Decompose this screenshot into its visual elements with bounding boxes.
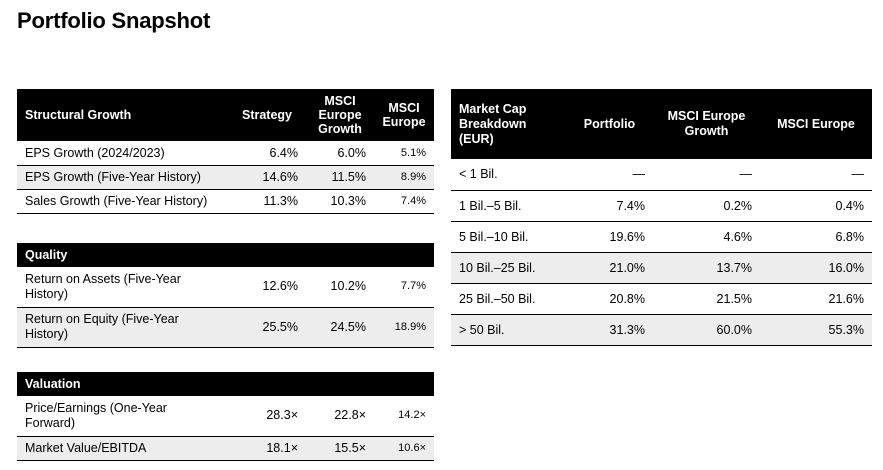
header-msci-europe: MSCI Europe: [374, 89, 434, 141]
header-msci-europe-growth: MSCI Europe Growth: [653, 89, 760, 159]
row-label: 10 Bil.–25 Bil.: [451, 252, 566, 284]
msci-europe-value: 0.4%: [760, 190, 872, 222]
strategy-value: 18.1×: [228, 436, 306, 461]
strategy-value: 12.6%: [228, 267, 306, 308]
msci-europe-value: —: [760, 159, 872, 191]
market-cap-table: Market Cap Breakdown (EUR) Portfolio MSC…: [451, 89, 872, 346]
msci-europe-growth-value: 15.5×: [306, 436, 374, 461]
table-row: < 1 Bil. — — —: [451, 159, 872, 191]
portfolio-value: 7.4%: [566, 190, 653, 222]
msci-europe-value: 18.9%: [374, 307, 434, 348]
msci-europe-growth-value: 60.0%: [653, 314, 760, 346]
row-label: EPS Growth (2024/2023): [17, 141, 228, 166]
header-strategy: Strategy: [228, 89, 306, 141]
row-label: > 50 Bil.: [451, 314, 566, 346]
table-header-row: Structural Growth Strategy MSCI Europe G…: [17, 89, 434, 141]
table-row: Return on Equity (Five-Year History) 25.…: [17, 307, 434, 348]
table-row: EPS Growth (2024/2023) 6.4% 6.0% 5.1%: [17, 141, 434, 166]
row-label: EPS Growth (Five-Year History): [17, 165, 228, 190]
table-row: Return on Assets (Five-Year History) 12.…: [17, 267, 434, 308]
table-row: Market Value/EBITDA 18.1× 15.5× 10.6×: [17, 436, 434, 461]
msci-europe-growth-value: 21.5%: [653, 283, 760, 315]
table-row: > 50 Bil. 31.3% 60.0% 55.3%: [451, 314, 872, 346]
portfolio-value: —: [566, 159, 653, 191]
table-row: 5 Bil.–10 Bil. 19.6% 4.6% 6.8%: [451, 221, 872, 253]
page-title: Portfolio Snapshot: [17, 8, 211, 33]
strategy-value: 14.6%: [228, 165, 306, 190]
msci-europe-value: 6.8%: [760, 221, 872, 253]
header-structural-growth: Structural Growth: [17, 89, 228, 141]
msci-europe-growth-value: 4.6%: [653, 221, 760, 253]
msci-europe-growth-value: 6.0%: [306, 141, 374, 166]
row-label: Market Value/EBITDA: [17, 436, 228, 461]
msci-europe-growth-value: 11.5%: [306, 165, 374, 190]
msci-europe-growth-value: 13.7%: [653, 252, 760, 284]
msci-europe-value: 14.2×: [374, 396, 434, 437]
strategy-value: 25.5%: [228, 307, 306, 348]
msci-europe-value: 16.0%: [760, 252, 872, 284]
msci-europe-value: 5.1%: [374, 141, 434, 166]
portfolio-value: 31.3%: [566, 314, 653, 346]
msci-europe-growth-value: 24.5%: [306, 307, 374, 348]
portfolio-value: 20.8%: [566, 283, 653, 315]
msci-europe-value: 21.6%: [760, 283, 872, 315]
table-row: Price/Earnings (One-Year Forward) 28.3× …: [17, 396, 434, 437]
structural-growth-table: Structural Growth Strategy MSCI Europe G…: [17, 89, 434, 214]
section-header-row: Valuation: [17, 372, 434, 396]
msci-europe-value: 8.9%: [374, 165, 434, 190]
row-label: Return on Equity (Five-Year History): [17, 307, 228, 348]
quality-table: Quality Return on Assets (Five-Year Hist…: [17, 243, 434, 348]
strategy-value: 6.4%: [228, 141, 306, 166]
msci-europe-value: 10.6×: [374, 436, 434, 461]
row-label: 25 Bil.–50 Bil.: [451, 283, 566, 315]
header-market-cap: Market Cap Breakdown (EUR): [451, 89, 566, 159]
msci-europe-value: 7.7%: [374, 267, 434, 308]
section-header-row: Quality: [17, 243, 434, 267]
portfolio-value: 21.0%: [566, 252, 653, 284]
portfolio-value: 19.6%: [566, 221, 653, 253]
table-row: 10 Bil.–25 Bil. 21.0% 13.7% 16.0%: [451, 252, 872, 284]
header-portfolio: Portfolio: [566, 89, 653, 159]
section-header-quality: Quality: [17, 243, 434, 267]
table-row: 1 Bil.–5 Bil. 7.4% 0.2% 0.4%: [451, 190, 872, 222]
msci-europe-growth-value: 0.2%: [653, 190, 760, 222]
msci-europe-value: 55.3%: [760, 314, 872, 346]
header-msci-europe: MSCI Europe: [760, 89, 872, 159]
msci-europe-growth-value: 10.3%: [306, 189, 374, 214]
msci-europe-growth-value: —: [653, 159, 760, 191]
section-header-valuation: Valuation: [17, 372, 434, 396]
table-row: Sales Growth (Five-Year History) 11.3% 1…: [17, 189, 434, 214]
row-label: Return on Assets (Five-Year History): [17, 267, 228, 308]
header-msci-europe-growth: MSCI Europe Growth: [306, 89, 374, 141]
table-row: 25 Bil.–50 Bil. 20.8% 21.5% 21.6%: [451, 283, 872, 315]
row-label: Sales Growth (Five-Year History): [17, 189, 228, 214]
msci-europe-value: 7.4%: [374, 189, 434, 214]
row-label: 1 Bil.–5 Bil.: [451, 190, 566, 222]
row-label: < 1 Bil.: [451, 159, 566, 191]
strategy-value: 11.3%: [228, 189, 306, 214]
valuation-table: Valuation Price/Earnings (One-Year Forwa…: [17, 372, 434, 461]
table-header-row: Market Cap Breakdown (EUR) Portfolio MSC…: [451, 89, 872, 159]
msci-europe-growth-value: 10.2%: [306, 267, 374, 308]
strategy-value: 28.3×: [228, 396, 306, 437]
row-label: 5 Bil.–10 Bil.: [451, 221, 566, 253]
row-label: Price/Earnings (One-Year Forward): [17, 396, 228, 437]
table-row: EPS Growth (Five-Year History) 14.6% 11.…: [17, 165, 434, 190]
msci-europe-growth-value: 22.8×: [306, 396, 374, 437]
